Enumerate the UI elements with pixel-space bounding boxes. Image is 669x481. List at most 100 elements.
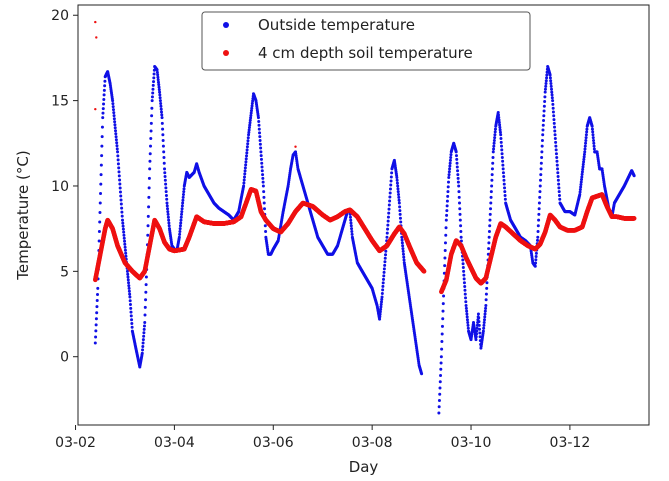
- series-0-point-1679: [584, 136, 588, 140]
- series-0-point-1188: [447, 180, 450, 184]
- series-0-point-1703: [591, 130, 595, 134]
- series-0-point-240: [160, 121, 164, 125]
- series-0-point-1193: [448, 164, 452, 168]
- series-0-point-540: [246, 142, 250, 146]
- series-0-point-544: [247, 130, 251, 134]
- series-0-point-188: [146, 224, 150, 228]
- series-0-point-1577: [555, 156, 559, 160]
- series-0-point-1243: [462, 269, 466, 273]
- series-0-point-1087: [402, 255, 406, 259]
- y-axis-label: Temperature (°C): [14, 150, 32, 280]
- series-0-point-533: [244, 163, 248, 167]
- series-0-point-88: [118, 182, 122, 186]
- series-0-point-1064: [395, 181, 399, 185]
- series-0-point-167: [140, 351, 144, 355]
- legend-box: [201, 11, 531, 71]
- series-0-point-529: [242, 175, 246, 179]
- series-0-point-128: [129, 314, 133, 318]
- series-0-point-591: [260, 165, 264, 169]
- series-0-point-1158: [438, 380, 442, 384]
- series-0-point-1379: [499, 137, 503, 141]
- series-0-point-1181: [445, 213, 449, 217]
- series-0-point-70: [113, 120, 117, 124]
- series-0-point-243: [161, 138, 165, 142]
- series-0-point-1323: [484, 306, 488, 310]
- series-0-point-580: [257, 123, 261, 127]
- series-0-point-1319: [482, 318, 486, 322]
- series-0-point-1074: [398, 212, 402, 216]
- series-0-point-16: [98, 220, 102, 224]
- series-0-point-125: [128, 303, 132, 307]
- series-0-point-101: [122, 230, 126, 234]
- series-0-point-1351: [491, 150, 495, 154]
- series-1-outlier-0: [94, 20, 97, 24]
- series-0-point-1027: [385, 235, 389, 239]
- series-0-point-1347: [490, 173, 494, 177]
- series-0-point-1037: [388, 195, 392, 199]
- series-0-point-304: [178, 230, 182, 233]
- series-0-point-1584: [557, 182, 561, 186]
- series-0-point-34: [103, 84, 107, 88]
- series-0-point-1163: [440, 347, 444, 351]
- series-0-point-103: [122, 236, 126, 240]
- series-0-point-1372: [497, 118, 501, 122]
- series-0-point-317: [181, 193, 185, 197]
- series-0-point-235: [159, 104, 163, 108]
- series-0-point-124: [128, 299, 132, 303]
- series-0-point-1303: [478, 335, 482, 339]
- series-0-point-1013: [381, 284, 385, 288]
- series-0-point-1705: [591, 136, 595, 140]
- series-0-point-1563: [551, 102, 555, 106]
- series-0-point-312: [180, 207, 184, 211]
- series-0-point-117: [126, 278, 130, 282]
- series-0-point-1681: [585, 130, 589, 134]
- series-0-point-542: [246, 136, 250, 140]
- legend-marker-soil: [223, 50, 229, 56]
- series-0-point-204: [150, 95, 154, 99]
- series-0-point-1018: [382, 267, 386, 271]
- series-0-point-1036: [388, 199, 392, 203]
- series-0-point-106: [123, 245, 127, 249]
- series-0-point-1539: [544, 79, 548, 83]
- series-0-point-32: [102, 93, 106, 97]
- series-0-point-315: [181, 198, 185, 202]
- series-0-point-102: [122, 233, 126, 237]
- series-0-point-64: [111, 102, 115, 106]
- legend-marker-outside: [223, 22, 229, 28]
- series-0-point-902: [349, 221, 353, 225]
- series-0-point-1028: [385, 231, 389, 235]
- series-0-point-91: [119, 194, 123, 198]
- series-0-point-1668: [581, 165, 585, 169]
- series-0-point-107: [123, 248, 127, 252]
- series-0-point-1031: [386, 219, 390, 223]
- series-0-point-228: [157, 85, 161, 89]
- series-0-point-63: [111, 99, 115, 103]
- series-0-point-1194: [448, 161, 452, 165]
- series-0-point-104: [123, 239, 127, 243]
- series-0-point-1195: [448, 158, 452, 162]
- series-0-point-1349: [491, 161, 495, 165]
- series-0-point-130: [130, 322, 134, 326]
- series-0-point-1082: [400, 241, 404, 245]
- series-0-point-546: [247, 126, 251, 130]
- series-0-point-1344: [489, 190, 493, 194]
- series-0-point-222: [155, 70, 159, 74]
- series-0-point-76: [114, 138, 118, 142]
- series-0-point-1583: [556, 178, 560, 182]
- series-0-point-223: [156, 73, 160, 77]
- series-0-point-93: [119, 202, 123, 206]
- series-0-point-1155: [437, 399, 441, 403]
- series-0-point-587: [259, 150, 263, 154]
- series-0-point-1515: [538, 195, 542, 199]
- series-0-point-1009: [380, 297, 384, 301]
- series-0-point-1156: [438, 392, 442, 396]
- series-0-point-1008: [379, 300, 383, 304]
- series-0-point-1524: [540, 144, 544, 148]
- series-0-point-19: [99, 192, 103, 196]
- series-0-point-1658: [578, 190, 582, 194]
- series-0-point-1388: [501, 171, 505, 175]
- series-0-point-1244: [462, 273, 466, 277]
- series-0-point-18: [98, 201, 102, 205]
- series-0-point-1343: [489, 195, 493, 199]
